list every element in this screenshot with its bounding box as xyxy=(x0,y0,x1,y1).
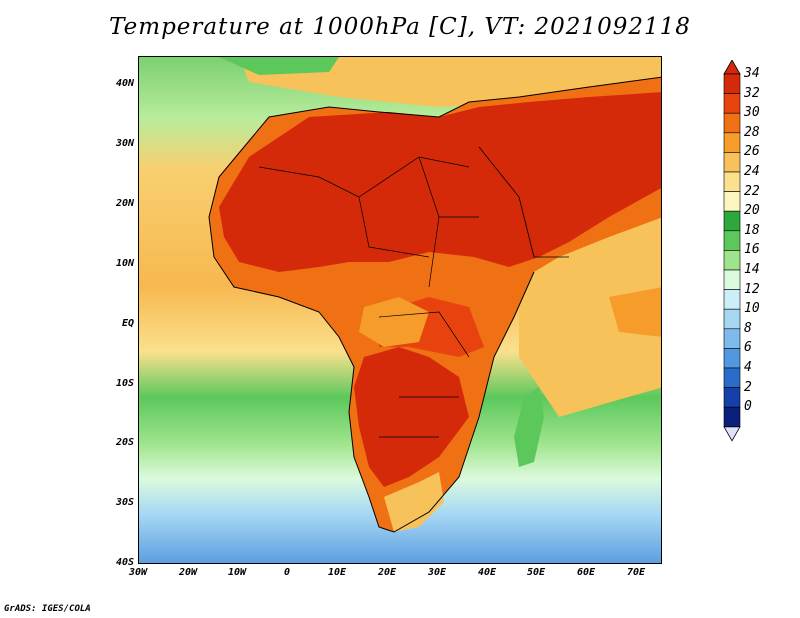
lon-tick-50e: 50E xyxy=(526,567,546,578)
lat-tick-20n: 20N xyxy=(115,198,134,209)
lon-tick-10w: 10W xyxy=(227,567,247,578)
colorbar-label: 8 xyxy=(744,320,752,336)
lon-tick-30e: 30E xyxy=(427,567,447,578)
colorbar-segment xyxy=(723,210,741,232)
colorbar-segment xyxy=(723,73,741,94)
lon-tick-70e: 70E xyxy=(626,567,646,578)
colorbar-segment xyxy=(723,112,741,134)
colorbar-segment xyxy=(723,191,741,212)
colorbar-segment xyxy=(723,308,741,330)
colorbar-segment xyxy=(723,152,741,173)
colorbar-segment xyxy=(723,250,741,271)
colorbar-label: 34 xyxy=(744,66,760,81)
colorbar-label: 0 xyxy=(744,399,752,415)
lat-tick-40n: 40N xyxy=(115,78,134,89)
colorbar-segment xyxy=(723,289,741,310)
lat-tick-eq: EQ xyxy=(121,318,134,329)
colorbar-label: 4 xyxy=(744,360,752,375)
colorbar-segment xyxy=(723,93,741,114)
lat-tick-40s: 40S xyxy=(115,557,134,568)
colorbar xyxy=(723,60,741,442)
colorbar-segment xyxy=(723,171,741,192)
colorbar-label: 14 xyxy=(744,262,760,277)
colorbar-segment xyxy=(723,132,741,153)
madagascar xyxy=(514,387,544,467)
lon-tick-0: 0 xyxy=(283,567,291,578)
colorbar-label: 10 xyxy=(744,301,760,317)
coastline xyxy=(208,76,661,533)
lon-tick-40e: 40E xyxy=(477,567,497,578)
lon-tick-20e: 20E xyxy=(377,567,397,578)
lon-tick-20w: 20W xyxy=(178,567,198,578)
colorbar-segment xyxy=(723,387,741,408)
colorbar-label: 26 xyxy=(744,144,760,160)
temperature-map xyxy=(138,56,662,564)
credit-text: GrADS: IGES/COLA xyxy=(4,604,91,614)
colorbar-segment xyxy=(723,348,741,369)
colorbar-label: 18 xyxy=(744,222,760,238)
colorbar-segment xyxy=(723,230,741,251)
lat-tick-30s: 30S xyxy=(115,497,134,508)
sahara-hot-zone xyxy=(219,92,661,272)
southern-africa-hot-zone xyxy=(354,347,469,487)
colorbar-segment xyxy=(723,367,741,388)
lat-tick-20s: 20S xyxy=(115,437,134,448)
country-borders xyxy=(258,156,479,438)
colorbar-label: 24 xyxy=(744,164,760,179)
colorbar-segment xyxy=(723,406,741,428)
colorbar-label: 6 xyxy=(744,340,752,356)
colorbar-label: 30 xyxy=(744,105,760,121)
colorbar-label: 20 xyxy=(744,203,760,219)
colorbar-label: 12 xyxy=(744,281,760,297)
indian-ocean-field xyxy=(519,207,661,417)
colorbar-segment xyxy=(723,269,741,290)
colorbar-bottom-arrow xyxy=(723,426,741,442)
lon-tick-30w: 30W xyxy=(128,567,148,578)
colorbar-label: 16 xyxy=(744,242,760,258)
colorbar-label: 28 xyxy=(744,124,760,140)
colorbar-segment xyxy=(723,328,741,349)
lon-tick-60e: 60E xyxy=(576,567,596,578)
colorbar-top-arrow xyxy=(723,60,741,75)
colorbar-label: 22 xyxy=(744,183,760,199)
lat-tick-10n: 10N xyxy=(115,258,134,269)
lat-tick-30n: 30N xyxy=(115,138,134,149)
lon-tick-10e: 10E xyxy=(327,567,347,578)
map-title: Temperature at 1000hPa [C], VT: 20210921… xyxy=(109,14,691,40)
colorbar-label: 2 xyxy=(744,379,752,395)
colorbar-label: 32 xyxy=(744,85,760,101)
map-canvas xyxy=(139,57,661,563)
lat-tick-10s: 10S xyxy=(115,378,134,389)
